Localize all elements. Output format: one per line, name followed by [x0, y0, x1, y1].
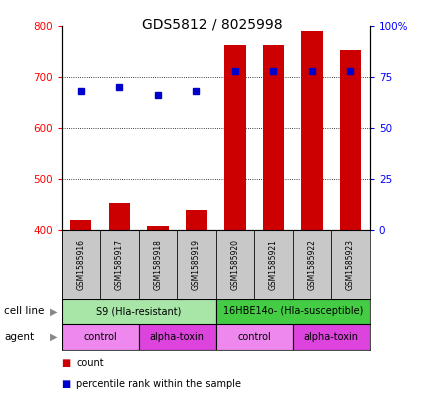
Bar [215, 299, 370, 324]
Bar [62, 324, 139, 350]
Text: percentile rank within the sample: percentile rank within the sample [76, 379, 241, 389]
Bar [139, 324, 215, 350]
Text: GSM1585922: GSM1585922 [307, 239, 317, 290]
Text: count: count [76, 358, 104, 367]
Bar [293, 230, 331, 299]
Bar [62, 230, 100, 299]
Bar [293, 324, 370, 350]
Bar [70, 220, 91, 230]
Bar [139, 230, 177, 299]
Text: GSM1585919: GSM1585919 [192, 239, 201, 290]
Text: cell line: cell line [4, 307, 45, 316]
Text: GSM1585918: GSM1585918 [153, 239, 162, 290]
Text: GSM1585917: GSM1585917 [115, 239, 124, 290]
Text: GSM1585923: GSM1585923 [346, 239, 355, 290]
Bar [254, 230, 293, 299]
Bar [331, 230, 370, 299]
Text: ■: ■ [62, 358, 71, 367]
Text: ▶: ▶ [50, 332, 58, 342]
Bar [215, 230, 254, 299]
Text: control: control [83, 332, 117, 342]
Text: 16HBE14o- (Hla-susceptible): 16HBE14o- (Hla-susceptible) [223, 307, 363, 316]
Text: control: control [237, 332, 271, 342]
Text: alpha-toxin: alpha-toxin [304, 332, 359, 342]
Bar [62, 299, 215, 324]
Bar [186, 211, 207, 230]
Bar [224, 45, 246, 230]
Text: agent: agent [4, 332, 34, 342]
Bar [147, 226, 168, 230]
Bar [301, 31, 323, 230]
Bar [263, 45, 284, 230]
Text: GSM1585921: GSM1585921 [269, 239, 278, 290]
Text: GSM1585920: GSM1585920 [230, 239, 239, 290]
Bar [340, 50, 361, 230]
Bar [109, 203, 130, 230]
Bar [177, 230, 215, 299]
Bar [100, 230, 139, 299]
Text: ■: ■ [62, 379, 71, 389]
Text: GSM1585916: GSM1585916 [76, 239, 85, 290]
Text: S9 (Hla-resistant): S9 (Hla-resistant) [96, 307, 181, 316]
Bar [215, 324, 293, 350]
Text: ▶: ▶ [50, 307, 58, 316]
Text: alpha-toxin: alpha-toxin [150, 332, 205, 342]
Text: GDS5812 / 8025998: GDS5812 / 8025998 [142, 18, 283, 32]
